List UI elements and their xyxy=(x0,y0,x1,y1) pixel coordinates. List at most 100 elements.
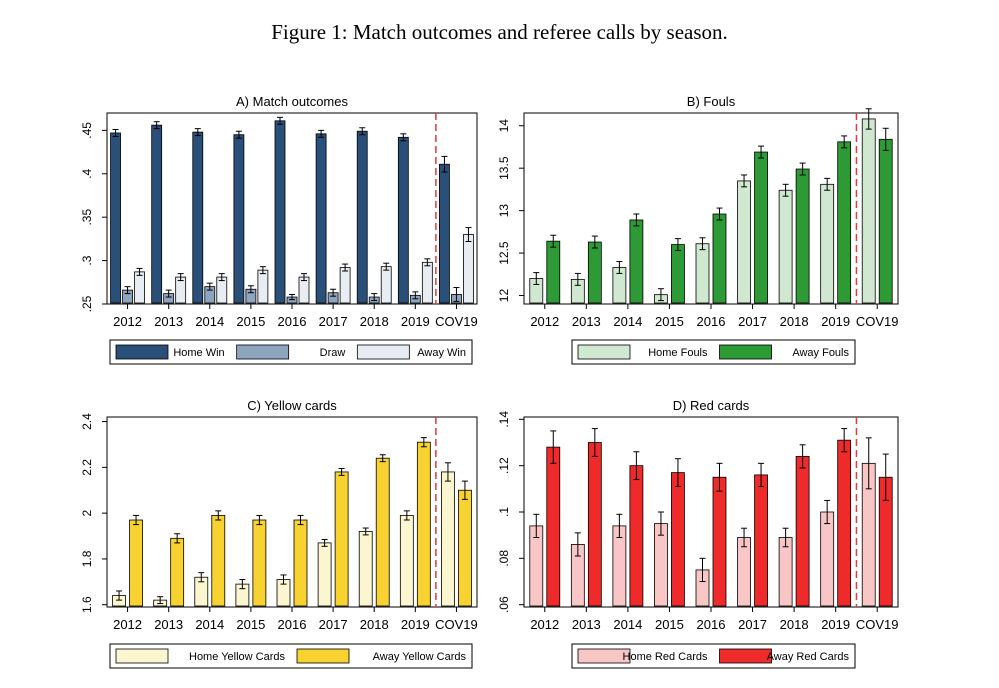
x-tick-label: COV19 xyxy=(856,314,899,329)
legend-label-home-yellow-cards: Home Yellow Cards xyxy=(189,651,285,663)
y-tick-label: .45 xyxy=(80,122,94,139)
y-tick-label: 2 xyxy=(80,509,94,516)
bar-away-yellow-cards-2018 xyxy=(375,457,390,607)
x-tick-label: 2019 xyxy=(821,314,850,329)
y-tick-label: 12 xyxy=(497,289,511,303)
panel-a-match-outcomes: A) Match outcomes .25 .3 .35 .4 .45 2012 2013 20… xyxy=(80,94,478,365)
y-tick-label: 2.4 xyxy=(80,413,94,430)
y-tick-label: .3 xyxy=(80,255,94,265)
legend-label-away-win: Away Win xyxy=(417,347,466,359)
x-tick-label: 2013 xyxy=(572,314,601,329)
x-tick-label: 2015 xyxy=(655,314,684,329)
x-tick-label: 2014 xyxy=(613,617,642,632)
bar-home-win-2015 xyxy=(233,134,245,304)
bar-away-win-2015 xyxy=(257,269,269,304)
panel-c-yellow-cards: C) Yellow cards 1.6 1.8 2 2.2 2.4 2012 2013 2014… xyxy=(80,398,478,669)
bar-away-win-cov19 xyxy=(463,234,474,304)
bar-away-red-cards-2015 xyxy=(671,472,685,607)
y-tick-label: .1 xyxy=(497,507,511,517)
x-tick-label: 2015 xyxy=(236,314,265,329)
bar-away-win-2018 xyxy=(380,266,392,304)
bar-away-red-cards-2012 xyxy=(546,446,561,607)
x-tick-label: 2016 xyxy=(278,314,307,329)
bar-home-fouls-2017 xyxy=(737,180,751,304)
bar-away-red-cards-2014 xyxy=(629,465,644,607)
x-tick-label: COV19 xyxy=(435,617,478,632)
bar-away-yellow-cards-2019 xyxy=(416,441,431,607)
y-tick-label: .25 xyxy=(80,295,94,312)
x-tick-label: 2019 xyxy=(821,617,850,632)
legend-swatch-away-fouls xyxy=(719,344,772,360)
bar-away-yellow-cards-2016 xyxy=(293,519,308,607)
panel-title: B) Fouls xyxy=(687,94,736,109)
bar-home-yellow-cards-2018 xyxy=(358,531,373,607)
y-tick-label: 1.8 xyxy=(80,550,94,567)
legend-label-home-red-cards: Home Red Cards xyxy=(623,651,708,663)
bar-away-yellow-cards-cov19 xyxy=(458,489,472,607)
legend-label-home-fouls: Home Fouls xyxy=(648,347,708,359)
y-tick-label: .06 xyxy=(497,596,511,613)
bar-home-red-cards-2017 xyxy=(737,537,751,607)
panel-title: D) Red cards xyxy=(673,398,750,413)
legend-swatch-draw xyxy=(236,344,290,360)
bar-home-win-cov19 xyxy=(439,163,450,304)
x-tick-label: 2019 xyxy=(401,617,430,632)
bar-home-red-cards-2019 xyxy=(820,511,835,607)
x-tick-label: 2014 xyxy=(195,314,224,329)
x-tick-label: 2012 xyxy=(530,314,559,329)
x-tick-label: 2013 xyxy=(154,314,183,329)
bar-home-win-2017 xyxy=(315,133,327,304)
bar-away-fouls-2015 xyxy=(671,244,685,304)
bar-away-yellow-cards-2015 xyxy=(252,519,267,607)
y-tick-label: .08 xyxy=(497,550,511,567)
bar-away-fouls-2014 xyxy=(629,219,644,304)
bar-home-red-cards-2015 xyxy=(654,523,668,607)
x-tick-label: 2012 xyxy=(113,314,142,329)
legend: Home Fouls Away Fouls xyxy=(571,339,856,365)
bar-away-red-cards-2017 xyxy=(754,474,768,607)
legend-swatch-home-red-cards xyxy=(577,648,631,664)
bar-away-win-2012 xyxy=(134,271,145,304)
x-tick-label: 2017 xyxy=(738,617,767,632)
legend-swatch-away-yellow-cards xyxy=(296,648,350,664)
bar-away-red-cards-2019 xyxy=(837,439,852,607)
x-tick-label: 2018 xyxy=(360,314,389,329)
bar-home-win-2018 xyxy=(356,130,368,304)
legend: Home Yellow Cards Away Yellow Cards xyxy=(109,643,473,669)
bar-away-fouls-2017 xyxy=(754,151,768,304)
legend: Home Red Cards Away Red Cards xyxy=(571,643,856,669)
bar-away-fouls-2012 xyxy=(546,240,561,304)
bar-away-fouls-2013 xyxy=(587,241,602,304)
bar-home-fouls-2018 xyxy=(778,189,793,304)
legend-swatch-home-yellow-cards xyxy=(115,648,169,664)
bar-away-fouls-2019 xyxy=(837,141,852,304)
bar-home-win-2016 xyxy=(274,120,286,304)
panel-title: C) Yellow cards xyxy=(247,398,337,413)
bar-home-win-2012 xyxy=(110,132,121,304)
bar-home-fouls-cov19 xyxy=(861,118,876,304)
x-tick-label: 2014 xyxy=(613,314,642,329)
bar-away-win-2019 xyxy=(421,261,433,304)
legend-box xyxy=(109,339,473,365)
y-tick-label: .12 xyxy=(497,457,511,474)
legend-label-draw: Draw xyxy=(320,347,346,359)
x-tick-label: 2013 xyxy=(572,617,601,632)
x-tick-label: 2012 xyxy=(113,617,142,632)
bar-home-win-2013 xyxy=(151,124,163,304)
x-tick-label: 2017 xyxy=(319,314,348,329)
bar-home-yellow-cards-2017 xyxy=(317,542,332,607)
bar-away-yellow-cards-2014 xyxy=(211,515,226,607)
x-tick-label: COV19 xyxy=(856,617,899,632)
bar-away-fouls-2016 xyxy=(712,213,727,304)
y-tick-label: 2.2 xyxy=(80,459,94,476)
y-tick-label: 1.6 xyxy=(80,596,94,613)
y-tick-label: .4 xyxy=(80,168,94,178)
x-tick-label: 2015 xyxy=(236,617,265,632)
x-tick-label: 2013 xyxy=(154,617,183,632)
bar-away-yellow-cards-2013 xyxy=(170,537,185,607)
x-tick-label: 2016 xyxy=(278,617,307,632)
bar-home-yellow-cards-cov19 xyxy=(441,471,455,607)
legend-label-home-win: Home Win xyxy=(173,347,224,359)
x-tick-label: 2017 xyxy=(319,617,348,632)
